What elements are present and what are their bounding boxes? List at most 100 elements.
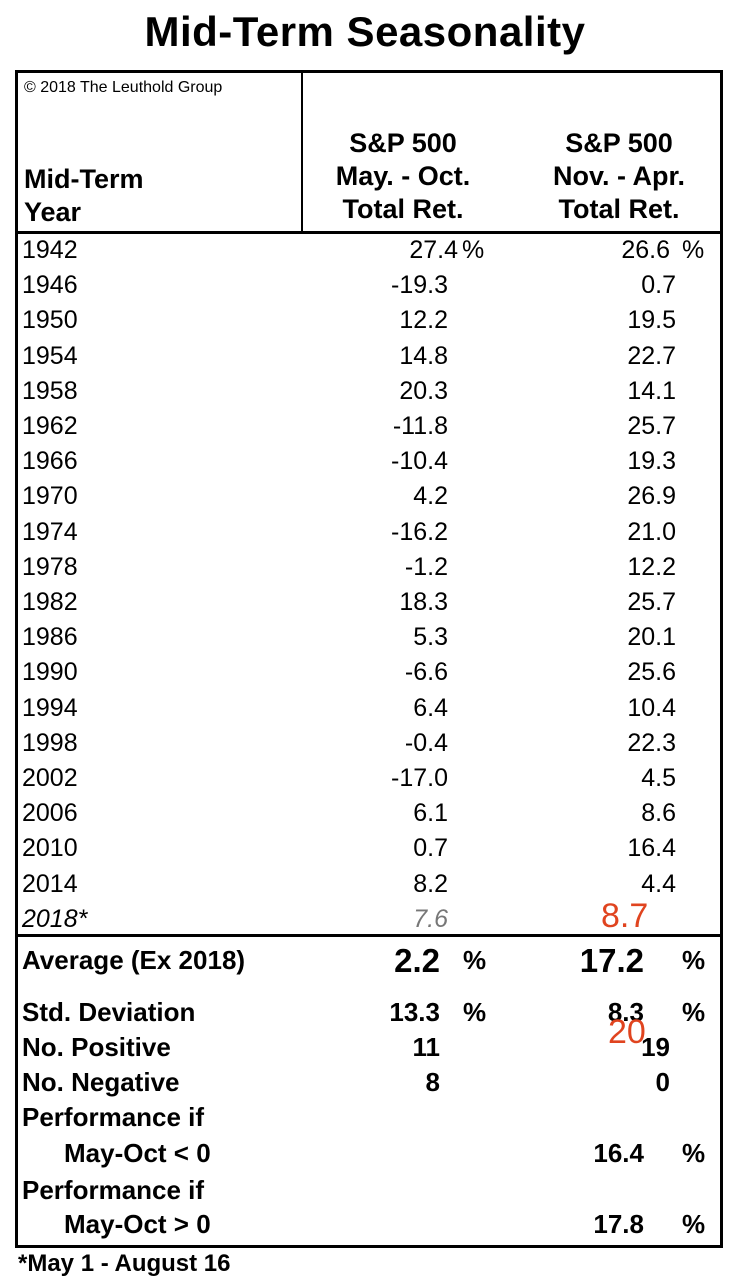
header-year-line2: Year [24,197,82,227]
row-nov-apr-value: 26.9 [627,482,676,511]
stat-perf-neg-label1: Performance if [22,1102,205,1132]
stat-negative-nov-apr: 0 [655,1067,670,1097]
table-row: 1986 5.3 20.1 [18,620,720,655]
row-nov-apr-value: 0.7 [641,271,676,300]
stat-positive-nov-apr: 19 [641,1032,670,1062]
table-row: 1974 -16.2 21.0 [18,515,720,550]
row-year: 2014 [22,869,78,898]
table-row: 2014 8.2 4.4 [18,867,720,902]
table-row: 1994 6.4 10.4 [18,691,720,726]
row-nov-apr-value: 16.4 [627,834,676,863]
stat-positive-label: No. Positive [22,1032,171,1062]
stat-perf-neg-pct2: % [682,1138,706,1168]
stat-std-dev-nov-apr: 8.3 [607,997,644,1027]
header-rule [18,231,720,234]
row-year: 1946 [22,271,78,300]
table-row: 1990 -6.6 25.6 [18,655,720,690]
stat-std-dev-pct1: % [463,997,487,1027]
row-nov-apr-value: 22.3 [627,728,676,757]
table-row: 1950 12.2 19.5 [18,303,720,338]
stat-positive-may-oct: 11 [412,1032,441,1062]
stat-average-label: Average (Ex 2018) [22,945,246,975]
row-may-oct-value: 14.8 [399,341,448,370]
header-nov-apr-line1: S&P 500 [565,128,673,158]
row-may-oct-value: -16.2 [391,517,448,546]
table-row: 2010 0.7 16.4 [18,831,720,866]
stat-negative-label: No. Negative [22,1067,180,1097]
row-may-oct-value: 0.7 [413,834,448,863]
stat-perf-neg-label2: May-Oct < 0 [64,1138,211,1168]
header-year-line1: Mid-Term [24,164,144,194]
row-year: 1986 [22,623,78,652]
row-nov-apr-value: 22.7 [627,341,676,370]
header-may-oct-line2: May. - Oct. [335,161,471,191]
row-nov-apr-value: 19.3 [627,447,676,476]
stat-perf-pos-nov-apr: 17.8 [593,1209,644,1239]
row-nov-apr-value: 14.1 [627,376,676,405]
row-year: 1998 [22,728,78,757]
row-nov-apr-value: 25.7 [627,412,676,440]
header-may-oct-line3: Total Ret. [342,194,464,224]
row-may-oct-value: 18.3 [399,588,448,616]
stat-average-pct1: % [463,945,487,975]
table-row: 2002 -17.0 4.5 [18,761,720,796]
row-may-oct-value: -10.4 [391,447,448,476]
row-year: 1974 [22,517,78,546]
row-nov-apr-value: 4.4 [641,869,676,898]
row-year: 1970 [22,482,78,511]
table-row: 1954 14.8 22.7 [18,339,720,374]
row-may-oct-value: 27.4 [409,236,458,264]
copyright-note: © 2018 The Leuthold Group [24,79,223,96]
table-row: 1982 18.3 25.7 [18,585,720,620]
header-may-oct: S&P 500 May. - Oct. Total Ret. [303,127,503,226]
header-nov-apr-line2: Nov. - Apr. [552,161,685,191]
handwritten-annotation-positive: 20 [608,1013,646,1051]
row-year: 2010 [22,834,78,863]
row-year: 1990 [22,658,78,687]
row-year: 1978 [22,552,78,581]
row-may-oct-value: 4.2 [413,482,448,511]
row-year: 1966 [22,447,78,476]
row-may-oct-value: -19.3 [391,271,448,300]
row-nov-apr-value: 10.4 [627,693,676,722]
row-pct1: % [462,236,485,264]
table-row: 1962 -11.8 25.7 [18,409,720,444]
row-year: 1982 [22,588,78,616]
row-nov-apr-value: 4.5 [641,764,676,792]
row-nov-apr-value: 20.1 [627,623,676,652]
row-nov-apr-value: 19.5 [627,306,676,335]
stat-perf-pos-label1: Performance if [22,1175,205,1205]
row-may-oct-value: -11.8 [392,412,448,440]
chart-title: Mid-Term Seasonality [144,8,586,55]
row-may-oct-value: -1.2 [404,552,448,581]
table-row: 2018* 7.6 [18,902,720,937]
row-nov-apr-value: 25.6 [627,658,676,687]
row-nov-apr-value: 25.7 [627,588,676,616]
row-year: 1954 [22,341,78,370]
row-pct2: % [682,236,705,264]
row-year: 2006 [22,799,78,828]
seasonality-table: © 2018 The Leuthold Group Mid-Term Year … [15,70,723,1248]
table-row: 1966 -10.4 19.3 [18,444,720,479]
table-row: 1970 4.2 26.9 [18,479,720,514]
row-year: 1958 [22,376,78,405]
row-year: 2002 [22,764,78,792]
row-nov-apr-value: 12.2 [627,552,676,581]
stat-perf-neg-nov-apr: 16.4 [593,1138,644,1168]
row-year: 2018* [22,904,88,933]
stats-rule [18,934,720,937]
table-row: 1998 -0.4 22.3 [18,726,720,761]
row-may-oct-value: 12.2 [399,306,448,335]
stat-average-may-oct: 2.2 [394,942,440,979]
row-may-oct-value: 7.6 [413,904,448,933]
stat-negative-may-oct: 8 [425,1067,440,1097]
row-may-oct-value: 20.3 [399,376,448,405]
row-nov-apr-value: 26.6 [621,236,670,264]
row-may-oct-value: -0.4 [404,728,448,757]
table-row: 1946 -19.3 0.7 [18,268,720,303]
row-nov-apr-value: 8.6 [641,799,676,828]
stat-std-dev-pct2: % [682,997,706,1027]
row-nov-apr-value: 21.0 [627,517,676,546]
stat-std-dev-label: Std. Deviation [22,997,196,1027]
header-nov-apr: S&P 500 Nov. - Apr. Total Ret. [514,127,724,226]
